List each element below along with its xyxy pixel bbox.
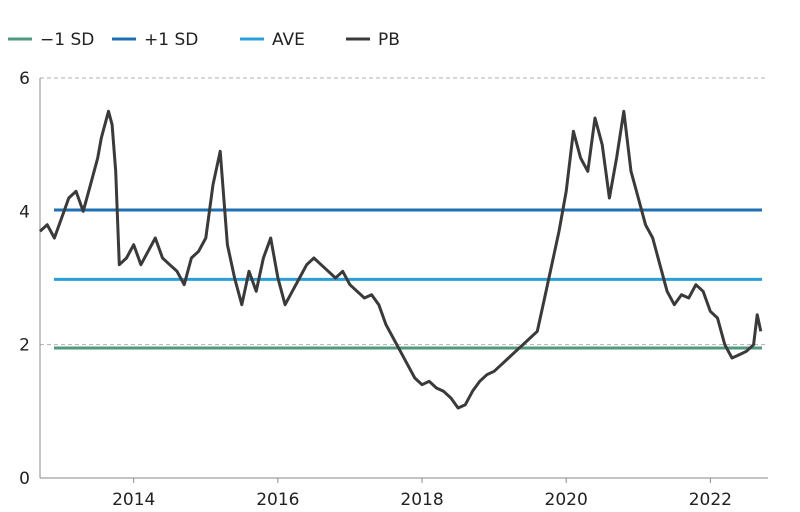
y-tick-label: 2 — [19, 336, 30, 356]
x-tick-label: 2014 — [112, 490, 155, 510]
x-tick-label: 2022 — [689, 490, 732, 510]
x-tick-label: 2018 — [400, 490, 443, 510]
legend: −1 SD +1 SD AVE PB — [8, 30, 400, 50]
series-line-pb — [38, 109, 763, 410]
legend-label: AVE — [272, 30, 305, 50]
legend-label: −1 SD — [40, 30, 94, 50]
legend-label: +1 SD — [144, 30, 198, 50]
y-tick-label: 6 — [19, 69, 30, 89]
series-layer — [38, 109, 763, 410]
y-axis-ticks: 0 2 4 6 — [19, 69, 30, 489]
x-axis-ticks: 2014 2016 2018 2020 2022 — [112, 478, 732, 510]
x-tick-label: 2020 — [545, 490, 588, 510]
y-tick-label: 4 — [19, 202, 30, 222]
legend-label: PB — [378, 30, 400, 50]
x-tick-label: 2016 — [256, 490, 299, 510]
grid-lines — [40, 77, 768, 346]
y-tick-label: 0 — [19, 469, 30, 489]
